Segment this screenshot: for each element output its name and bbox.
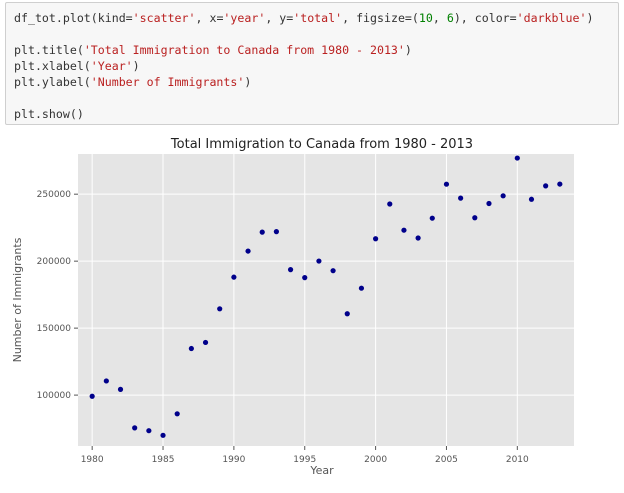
code-text: plt.xlabel( xyxy=(14,59,91,73)
plot-background xyxy=(78,154,574,446)
data-point xyxy=(472,215,478,221)
code-text: , xyxy=(432,11,447,25)
data-point xyxy=(514,155,520,161)
code-line: plt.xlabel('Year') xyxy=(14,59,140,73)
y-tick-label: 100000 xyxy=(37,391,72,401)
code-cell[interactable]: df_tot.plot(kind='scatter', x='year', y=… xyxy=(5,2,619,125)
code-text: plt.ylabel( xyxy=(14,75,91,89)
data-point xyxy=(245,248,251,254)
data-point xyxy=(415,235,421,241)
code-text: ) xyxy=(244,75,252,89)
code-text: , y= xyxy=(265,11,294,25)
data-point xyxy=(387,201,393,207)
scatter-chart: 1980 1985 1990 1995 2000 2005 2010 100000 15000… xyxy=(11,137,574,477)
code-text: , figsize=( xyxy=(342,11,419,25)
code-text: plt.title( xyxy=(14,43,84,57)
y-tick-label: 250000 xyxy=(37,190,72,200)
data-point xyxy=(160,432,166,438)
data-point xyxy=(302,275,308,281)
code-text: df_tot.plot(kind= xyxy=(14,11,133,25)
data-point xyxy=(429,215,435,221)
code-line: df_tot.plot(kind='scatter', x='year', y=… xyxy=(14,11,593,25)
output-area: 1980 1985 1990 1995 2000 2005 2010 100000 15000… xyxy=(0,128,624,489)
code-line: plt.title('Total Immigration to Canada f… xyxy=(14,43,412,57)
chart-title: Total Immigration to Canada from 1980 - … xyxy=(170,137,473,152)
y-axis-label: Number of Immigrants xyxy=(11,237,24,362)
data-point xyxy=(259,229,265,235)
data-point xyxy=(330,268,336,274)
code-string: 'scatter' xyxy=(132,11,196,25)
x-tick-label: 1990 xyxy=(222,455,245,465)
data-point xyxy=(217,306,223,312)
data-point xyxy=(287,267,294,273)
x-tick-label: 1985 xyxy=(152,455,175,465)
data-point xyxy=(401,227,407,233)
y-tick-label: 150000 xyxy=(37,324,72,334)
x-tick-label: 1995 xyxy=(293,455,316,465)
code-line: plt.ylabel('Number of Immigrants') xyxy=(14,75,251,89)
code-string: 'Number of Immigrants' xyxy=(90,75,245,89)
data-point xyxy=(486,200,492,207)
data-point xyxy=(146,428,152,434)
y-tick-label: 200000 xyxy=(37,257,72,267)
code-text: ), color= xyxy=(453,11,517,25)
code-number: 6 xyxy=(446,11,454,25)
x-tick-label: 1980 xyxy=(81,455,104,465)
data-point xyxy=(231,274,237,280)
y-axis-ticks: 100000 150000 200000 250000 xyxy=(37,190,78,401)
data-point xyxy=(132,425,138,431)
data-point xyxy=(528,196,535,202)
x-tick-label: 2000 xyxy=(364,455,387,465)
data-point xyxy=(344,311,350,317)
data-points xyxy=(89,155,563,438)
code-text: plt.show() xyxy=(14,107,84,121)
code-text: ) xyxy=(132,59,140,73)
grid-lines xyxy=(78,154,574,446)
x-axis-ticks: 1980 1985 1990 1995 2000 2005 2010 xyxy=(81,446,529,465)
code-string: 'year' xyxy=(223,11,266,25)
data-point xyxy=(89,393,95,399)
data-point xyxy=(103,378,109,384)
code-string: 'total' xyxy=(293,11,343,25)
code-text: ) xyxy=(586,11,594,25)
data-point xyxy=(443,181,450,187)
code-string: 'Year' xyxy=(90,59,133,73)
x-tick-label: 2010 xyxy=(506,455,529,465)
data-point xyxy=(458,195,464,201)
code-text: ) xyxy=(404,43,412,57)
data-point xyxy=(273,229,279,235)
data-point xyxy=(500,193,506,199)
x-tick-label: 2005 xyxy=(435,455,458,465)
code-string: 'darkblue' xyxy=(516,11,587,25)
data-point xyxy=(188,345,194,352)
data-point xyxy=(117,386,124,392)
data-point xyxy=(202,339,209,346)
code-number: 10 xyxy=(418,11,433,25)
data-point xyxy=(373,236,379,242)
code-text: , x= xyxy=(195,11,224,25)
data-point xyxy=(174,411,180,417)
data-point xyxy=(358,285,365,291)
data-point xyxy=(557,181,563,187)
data-point xyxy=(543,183,549,189)
x-axis-label: Year xyxy=(309,464,334,477)
code-line: plt.show() xyxy=(14,107,84,121)
code-string: 'Total Immigration to Canada from 1980 -… xyxy=(83,43,405,57)
data-point xyxy=(316,258,322,264)
